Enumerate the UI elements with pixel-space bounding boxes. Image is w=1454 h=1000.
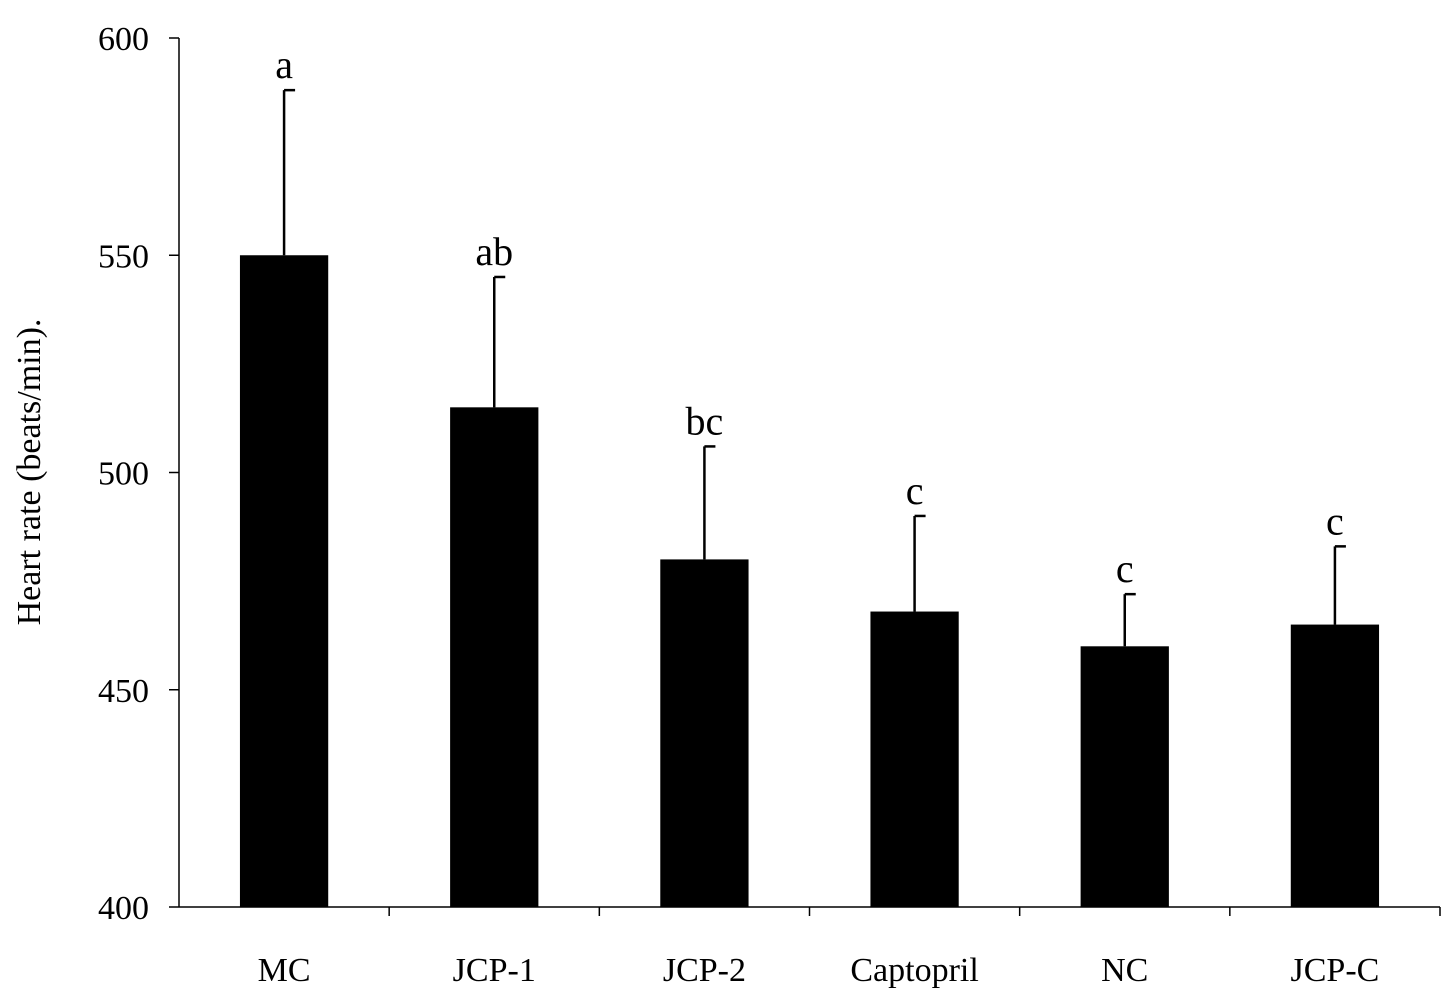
bars bbox=[239, 255, 1380, 907]
bar bbox=[660, 559, 749, 907]
y-tick-label: 450 bbox=[98, 673, 149, 710]
error-bars bbox=[282, 88, 1346, 647]
y-axis-title: Heart rate (beats/min). bbox=[11, 319, 48, 626]
y-tick-label: 600 bbox=[98, 21, 149, 58]
significance-label: c bbox=[906, 468, 924, 513]
bar bbox=[1290, 624, 1380, 907]
x-tick-label: JCP-1 bbox=[453, 952, 536, 989]
significance-label: bc bbox=[686, 398, 724, 443]
y-axis: 400 450 500 550 600 bbox=[98, 21, 180, 927]
x-axis: MC JCP-1 JCP-2 Captopril NC JCP-C bbox=[179, 906, 1441, 989]
x-tick-label: MC bbox=[258, 952, 311, 989]
significance-label: ab bbox=[475, 229, 513, 274]
x-tick-label: NC bbox=[1101, 952, 1148, 989]
significance-label: c bbox=[1326, 498, 1344, 543]
x-tick-label: JCP-2 bbox=[663, 952, 746, 989]
significance-label: c bbox=[1116, 546, 1134, 591]
significance-labels: a ab bc c c c bbox=[275, 42, 1344, 591]
y-tick-label: 500 bbox=[98, 456, 149, 493]
x-tick-label: Captopril bbox=[850, 952, 978, 989]
significance-label: a bbox=[275, 42, 293, 87]
bar bbox=[1080, 646, 1169, 907]
y-tick-label: 400 bbox=[98, 890, 149, 927]
y-tick-label: 550 bbox=[98, 238, 149, 275]
bar bbox=[239, 255, 329, 907]
bar bbox=[870, 611, 959, 907]
x-tick-label: JCP-C bbox=[1291, 952, 1380, 989]
bar bbox=[450, 407, 539, 907]
